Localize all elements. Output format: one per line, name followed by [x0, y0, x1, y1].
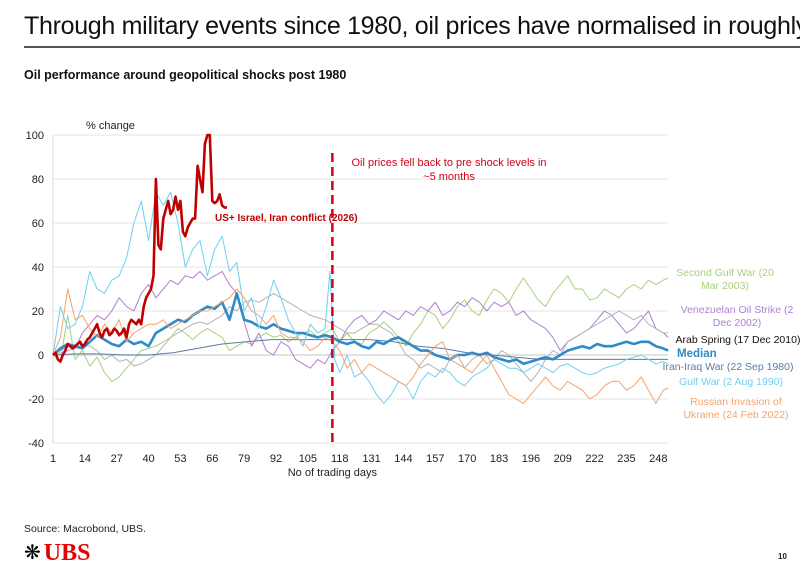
x-tick-label: 144	[394, 453, 412, 465]
three-keys-icon: ❋	[24, 542, 41, 564]
series-label-line-2: Ukraine (24 Feb 2022)	[683, 409, 788, 421]
y-tick-label: 100	[26, 130, 44, 142]
y-tick-label: 80	[32, 174, 44, 186]
x-tick-label: 1	[50, 453, 56, 465]
chart-title: Oil performance around geopolitical shoc…	[24, 68, 347, 82]
x-tick-label: 53	[174, 453, 186, 465]
x-tick-label: 235	[617, 453, 635, 465]
y-tick-label: -40	[28, 438, 44, 450]
y-tick-label: 40	[32, 262, 44, 274]
series-line-venezuelan-oil-strike-2-dec-2002	[52, 270, 669, 369]
x-axis-label: No of trading days	[288, 467, 378, 479]
series-lines	[52, 133, 669, 404]
y-axis-label: % change	[86, 120, 135, 132]
series-line-russian-invasion-of-ukraine-24-feb-2022	[52, 288, 669, 404]
y-tick-label: -20	[28, 394, 44, 406]
series-line-us-israel-iran-conflict-2026	[52, 133, 227, 363]
x-tick-label: 183	[490, 453, 508, 465]
x-tick-label: 209	[554, 453, 572, 465]
x-tick-label: 40	[142, 453, 154, 465]
series-line-median	[52, 292, 669, 366]
x-tick-label: 248	[649, 453, 667, 465]
x-tick-label: 157	[426, 453, 444, 465]
x-tick-label: 66	[206, 453, 218, 465]
slide-title: Through military events since 1980, oil …	[24, 12, 800, 40]
page-number: 10	[778, 552, 787, 561]
series-label-line-2: Dec 2002)	[713, 317, 761, 329]
x-tick-label: 170	[458, 453, 476, 465]
annotation-line-2: ~5 months	[423, 171, 475, 183]
series-label: US+ Israel, Iran conflict (2026)	[215, 213, 358, 224]
x-tick-label: 196	[522, 453, 540, 465]
x-tick-label: 105	[299, 453, 317, 465]
title-divider	[24, 46, 800, 48]
series-label: Venezuelan Oil Strike (2	[681, 304, 794, 316]
y-tick-label: 0	[38, 350, 44, 362]
x-tick-label: 79	[238, 453, 250, 465]
ubs-logo: ❋ UBS	[24, 541, 90, 565]
x-tick-label: 27	[111, 453, 123, 465]
y-axis-ticks: -40 -20 0 20 40 60 80 100	[26, 130, 44, 450]
series-line-arab-spring-17-dec-2010	[52, 292, 669, 382]
series-label: Iran-Iraq War (22 Sep 1980)	[663, 361, 794, 373]
x-tick-label: 131	[362, 453, 380, 465]
x-tick-label: 14	[79, 453, 91, 465]
series-label: Second Gulf War (20	[676, 267, 774, 279]
series-label: Russian Invasion of	[690, 396, 782, 408]
source-note: Source: Macrobond, UBS.	[24, 523, 146, 535]
series-label: Median	[677, 348, 717, 360]
y-tick-label: 60	[32, 218, 44, 230]
x-axis-ticks: 1 14 27 40 53 66 79 92 105 118 131 144 157 170 183 196 2…	[50, 453, 668, 465]
x-tick-label: 118	[331, 453, 349, 465]
series-label: Gulf War (2 Aug 1990)	[679, 376, 783, 388]
series-line-second-gulf-war-20-mar-2003	[52, 275, 669, 382]
logo-text: UBS	[43, 540, 91, 566]
y-tick-label: 20	[32, 306, 44, 318]
series-label: Arab Spring (17 Dec 2010)	[676, 334, 800, 346]
series-line-iran-iraq-war-22-sep-1980	[52, 339, 669, 360]
series-label-line-2: Mar 2003)	[701, 280, 749, 292]
x-tick-label: 92	[270, 453, 282, 465]
x-tick-label: 222	[585, 453, 603, 465]
annotation-line-1: Oil prices fell back to pre shock levels…	[351, 157, 546, 169]
